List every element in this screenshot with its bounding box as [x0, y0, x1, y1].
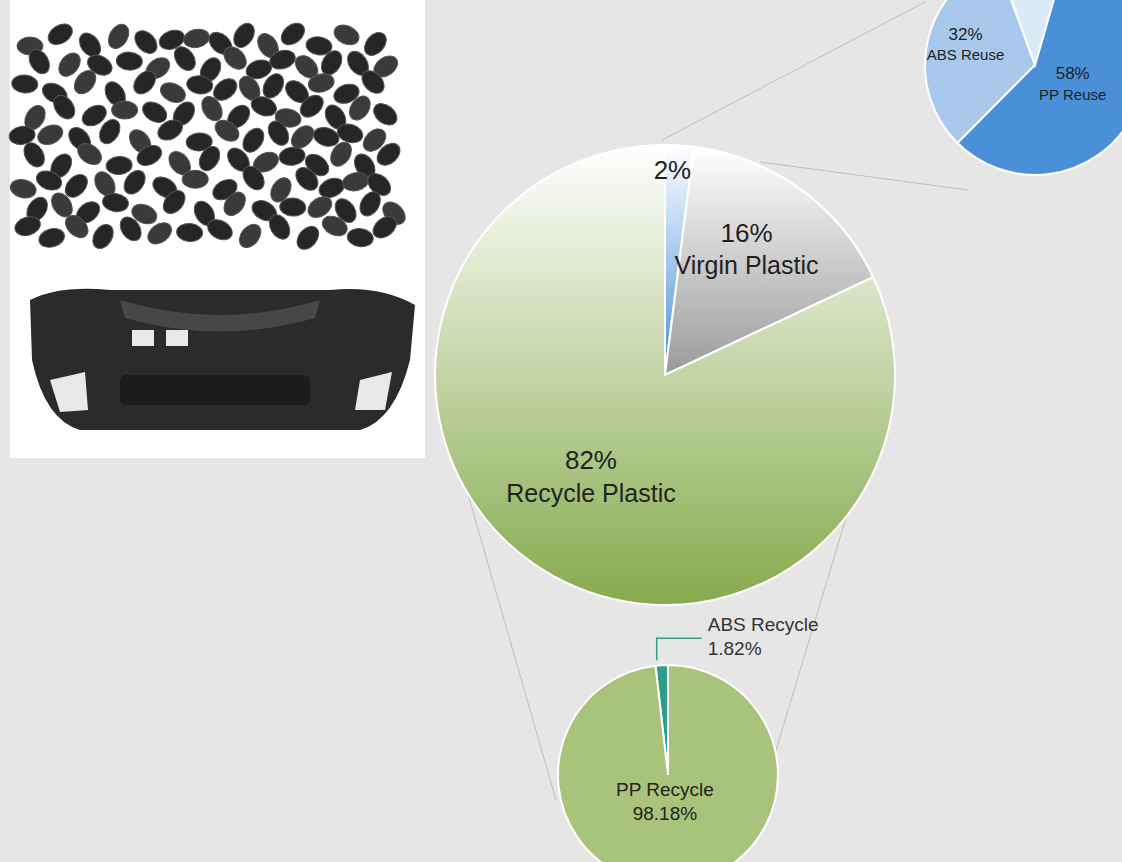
svg-text:1.82%: 1.82% [708, 638, 762, 659]
svg-text:58%: 58% [1056, 64, 1090, 83]
svg-text:PP Recycle: PP Recycle [616, 779, 714, 800]
svg-text:ABS Recycle: ABS Recycle [708, 614, 819, 635]
svg-text:98.18%: 98.18% [633, 803, 698, 824]
svg-text:16%: 16% [720, 218, 772, 248]
svg-text:2%: 2% [654, 155, 692, 185]
svg-text:82%: 82% [565, 445, 617, 475]
svg-text:ABS Reuse: ABS Reuse [927, 46, 1005, 63]
svg-text:Recycle Plastic: Recycle Plastic [506, 479, 676, 507]
svg-text:32%: 32% [949, 25, 983, 44]
svg-text:PP Reuse: PP Reuse [1039, 86, 1106, 103]
svg-text:Virgin Plastic: Virgin Plastic [674, 251, 818, 279]
